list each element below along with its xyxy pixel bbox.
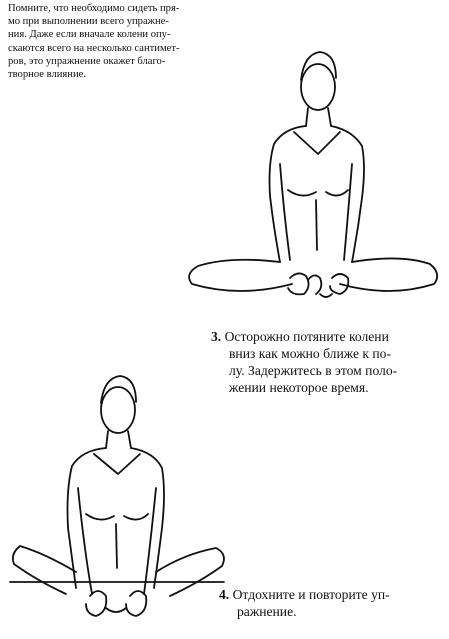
step-4-number: 4. xyxy=(219,587,230,602)
step-3-instruction: 3. Осторожно потяните колени вниз как мо… xyxy=(211,328,443,396)
step-4-text: Отдохните и повторите уп- xyxy=(232,587,390,602)
intro-line: творное влияние. xyxy=(8,69,86,81)
step-3-text: Осторожно потяните колени xyxy=(224,329,389,344)
intro-line: ров, это упражнение окажет благо- xyxy=(8,55,166,67)
step-3-line: вниз как можно ближе к по- xyxy=(229,346,391,361)
step-4-line: ражнение. xyxy=(237,604,297,619)
step-4-line: 4. Отдохните и повторите уп- xyxy=(219,586,445,603)
intro-line: Помните, что необходимо сидеть пря- xyxy=(8,3,180,14)
intro-line: ния. Даже если вначале колени опу- xyxy=(8,29,171,41)
seated-figure-bottom xyxy=(9,375,225,617)
step-4-instruction: 4. Отдохните и повторите уп- ражнение. xyxy=(219,586,445,620)
step-3-line: жении некоторое время. xyxy=(229,380,369,395)
step-3-line: лу. Задержитесь в этом поло- xyxy=(229,363,398,378)
step-3-line: 3. Осторожно потяните колени xyxy=(211,328,443,345)
seated-figure-top xyxy=(188,51,439,298)
intro-line: скаются всего на несколько сантимет- xyxy=(8,42,180,54)
intro-line: мо при выполнении всего упражне- xyxy=(8,16,169,28)
intro-paragraph: Помните, что необходимо сидеть пря- мо п… xyxy=(8,2,213,81)
step-3-number: 3. xyxy=(211,329,222,344)
